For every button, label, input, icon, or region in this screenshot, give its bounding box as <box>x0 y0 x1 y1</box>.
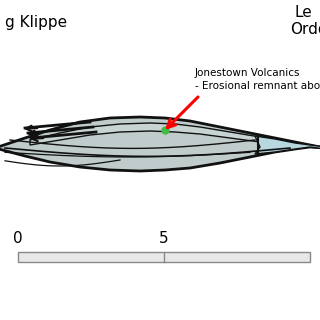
Text: 0: 0 <box>13 231 23 246</box>
Text: 5: 5 <box>159 231 169 246</box>
Polygon shape <box>0 117 320 171</box>
Polygon shape <box>30 123 285 145</box>
Polygon shape <box>255 136 320 154</box>
Text: g Klippe: g Klippe <box>5 15 67 30</box>
Text: Jonestown Volcanics
- Erosional remnant above t: Jonestown Volcanics - Erosional remnant … <box>195 68 320 91</box>
Bar <box>18 252 310 262</box>
Text: Ordo: Ordo <box>290 22 320 37</box>
Text: Le: Le <box>295 5 313 20</box>
